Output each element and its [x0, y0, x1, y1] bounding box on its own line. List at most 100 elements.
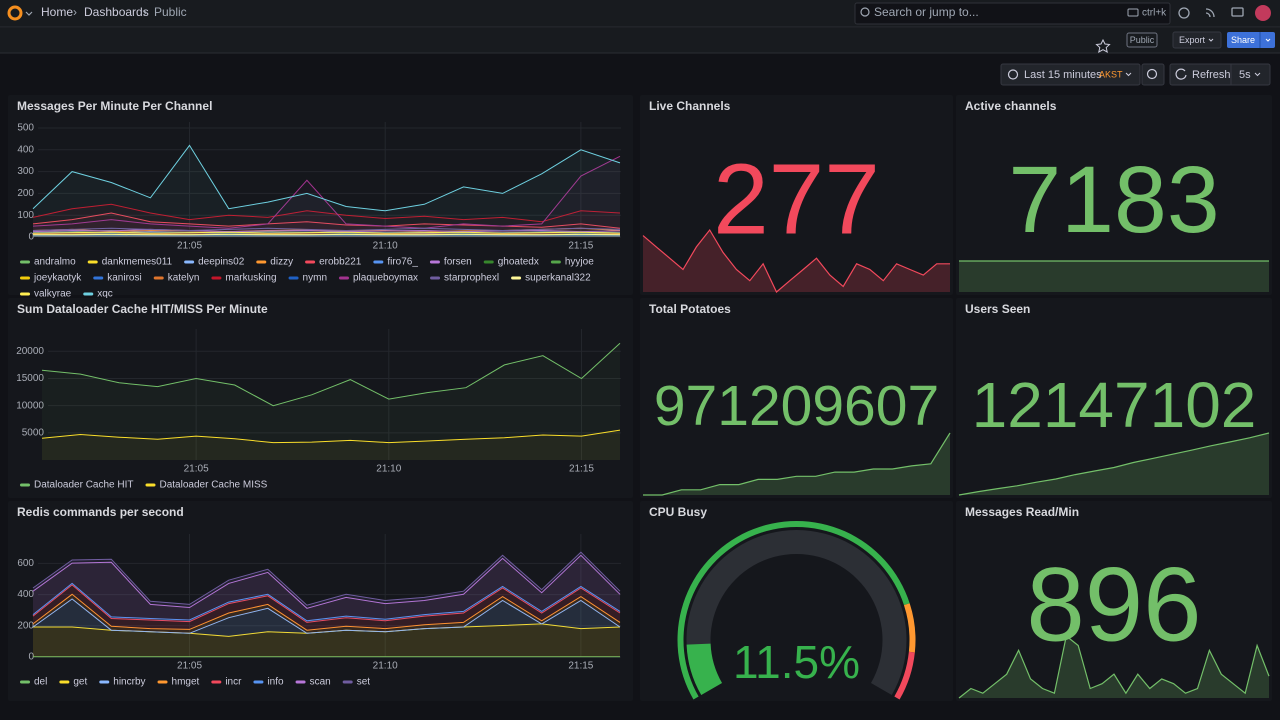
- legend-item[interactable]: get: [59, 677, 87, 688]
- series-line: [32, 551, 621, 606]
- chevron: [1125, 72, 1132, 77]
- logo[interactable]: [7, 5, 33, 21]
- badge: [1126, 32, 1158, 48]
- sparkline: [958, 634, 1270, 699]
- legend-item[interactable]: hincrby: [99, 677, 146, 688]
- x-tick-label: 21:05: [177, 661, 202, 672]
- legend-item[interactable]: superkanal322: [511, 273, 591, 284]
- legend-label: hincrby: [113, 677, 145, 688]
- legend-item[interactable]: katelyn: [153, 273, 200, 284]
- series-line: [32, 554, 621, 609]
- y-tick-label: 400: [17, 589, 34, 600]
- legend-item[interactable]: markusking: [211, 273, 277, 284]
- panel-title[interactable]: Users Seen: [965, 302, 1030, 316]
- series-line: [32, 212, 621, 229]
- sparkline-area: [643, 230, 950, 292]
- legend-swatch: [59, 680, 70, 684]
- legend-item[interactable]: hyyjoe: [550, 257, 594, 268]
- y-tick-label: 400: [17, 144, 34, 155]
- button-label: Share: [1231, 35, 1255, 45]
- kiosk-icon[interactable]: [1231, 7, 1244, 17]
- legend-item[interactable]: Dataloader Cache HIT: [20, 480, 134, 491]
- legend-item[interactable]: kanirosi: [93, 273, 142, 284]
- legend-item[interactable]: xqc: [83, 289, 113, 300]
- legend-label: dizzy: [270, 257, 293, 268]
- breadcrumb[interactable]: Home: [41, 5, 73, 19]
- legend-item[interactable]: Dataloader Cache MISS: [145, 480, 268, 491]
- legend-item[interactable]: forsen: [429, 257, 472, 268]
- legend-item[interactable]: dankmemes011: [87, 257, 173, 268]
- legend-item[interactable]: firo76_: [373, 257, 418, 268]
- series-area: [33, 623, 620, 657]
- panel-title[interactable]: Active channels: [965, 99, 1057, 113]
- x-tick-label: 21:05: [177, 241, 202, 252]
- series-line: [32, 598, 621, 634]
- share-button[interactable]: Share: [1227, 32, 1275, 48]
- legend-item[interactable]: incr: [211, 677, 242, 688]
- legend-swatch: [342, 680, 353, 684]
- series-area: [33, 599, 620, 637]
- legend-item[interactable]: set: [342, 677, 371, 688]
- legend-item[interactable]: hmget: [157, 677, 200, 688]
- zoom-out[interactable]: [1141, 63, 1165, 86]
- legend-item[interactable]: scan: [295, 677, 331, 688]
- search-field: [854, 2, 1171, 25]
- stat-value: 896: [1026, 547, 1201, 664]
- news-icon[interactable]: [1205, 8, 1215, 18]
- y-tick-label: 5000: [22, 427, 45, 438]
- legend-item[interactable]: starprophexl: [430, 273, 499, 284]
- export-button[interactable]: Export: [1172, 31, 1222, 49]
- legend-label: dankmemes011: [102, 257, 173, 268]
- y-tick-label: 200: [17, 188, 34, 199]
- sparkline-area: [643, 433, 950, 495]
- legend-swatch: [253, 680, 264, 684]
- chevron: [25, 11, 33, 16]
- legend-swatch: [339, 276, 349, 280]
- series-line: [41, 429, 621, 444]
- legend-item[interactable]: andralmo: [20, 257, 76, 268]
- legend-label: incr: [225, 677, 242, 688]
- series-area: [33, 555, 620, 621]
- picker-bg: [1000, 63, 1141, 86]
- legend-item[interactable]: dizzy: [256, 257, 293, 268]
- panel-title[interactable]: Redis commands per second: [17, 505, 184, 519]
- legend-label: info: [267, 677, 284, 688]
- panel: [956, 95, 1272, 295]
- legend-swatch: [157, 680, 168, 684]
- legend-label: hmget: [172, 677, 200, 688]
- legend-item[interactable]: nymn: [288, 273, 327, 284]
- series-line: [32, 593, 621, 631]
- legend-swatch: [20, 483, 30, 487]
- legend-item[interactable]: info: [253, 677, 284, 688]
- legend-label: xqc: [97, 289, 113, 300]
- clock-icon: [1007, 69, 1019, 80]
- legend-label: deepins02: [198, 257, 245, 268]
- avatar[interactable]: [1255, 5, 1271, 21]
- legend-item[interactable]: valkyrae: [20, 289, 72, 300]
- panel-title[interactable]: Live Channels: [649, 99, 731, 113]
- time-picker[interactable]: Last 15 minutes AKST: [1000, 63, 1141, 86]
- refresh-picker[interactable]: Refresh 5s: [1169, 63, 1271, 86]
- search-box[interactable]: Search or jump to... ctrl+k: [854, 2, 1171, 25]
- x-tick-label: 21:10: [376, 464, 401, 475]
- refresh-interval: 5s: [1239, 69, 1251, 81]
- star-icon[interactable]: [1095, 38, 1111, 53]
- gauge-value: [686, 643, 723, 695]
- legend-label: superkanal322: [525, 273, 591, 284]
- panel-title[interactable]: Sum Dataloader Cache HIT/MISS Per Minute: [17, 302, 268, 316]
- legend-label: starprophexl: [444, 273, 499, 284]
- legend-label: hyyjoe: [565, 257, 594, 268]
- legend-item[interactable]: del: [20, 677, 47, 688]
- legend-item[interactable]: joeykaotyk: [20, 273, 82, 284]
- breadcrumb[interactable]: Dashboards: [84, 5, 149, 19]
- legend-item[interactable]: ghoatedx: [483, 257, 539, 268]
- help-icon[interactable]: [1178, 7, 1190, 19]
- panel-title[interactable]: Messages Read/Min: [965, 505, 1079, 519]
- legend-item[interactable]: plaqueboymax: [339, 273, 418, 284]
- legend-item[interactable]: erobb221: [305, 257, 362, 268]
- legend-item[interactable]: deepins02: [184, 257, 245, 268]
- panel-title[interactable]: CPU Busy: [649, 505, 707, 519]
- panel-title[interactable]: Total Potatoes: [649, 302, 731, 316]
- x-tick-label: 21:15: [568, 241, 593, 252]
- panel-title[interactable]: Messages Per Minute Per Channel: [17, 99, 212, 113]
